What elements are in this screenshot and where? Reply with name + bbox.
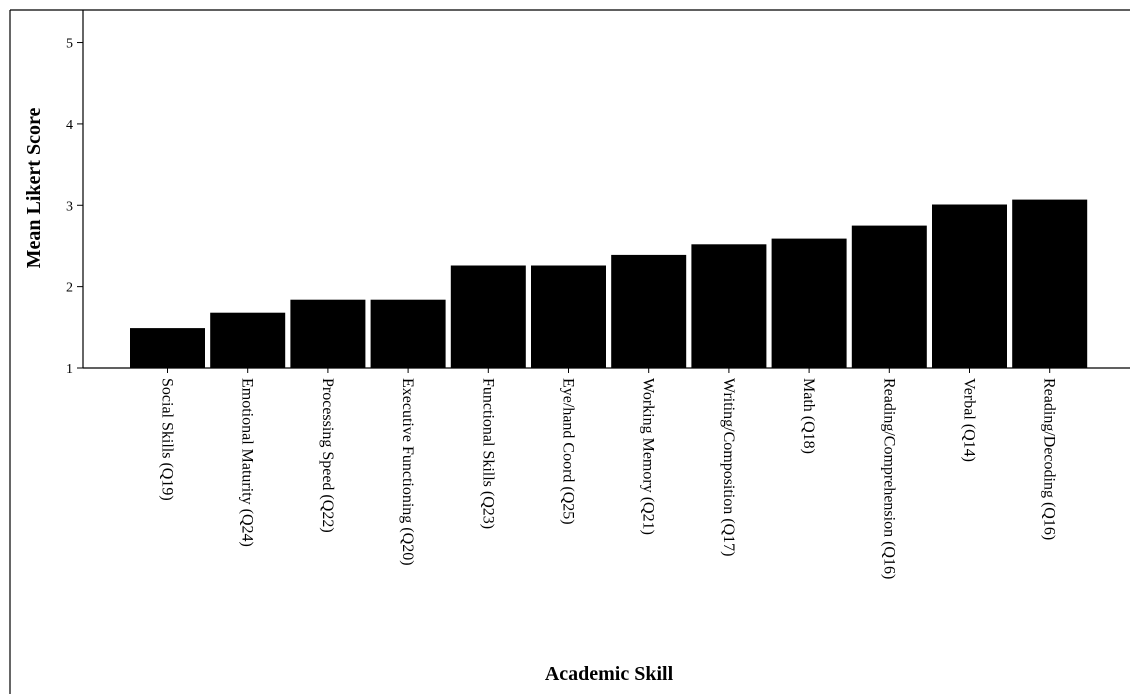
x-tick-label-8: Writing/Composition (Q17)	[720, 378, 737, 556]
x-tick-label-2: Emotional Maturity (Q24)	[239, 378, 256, 547]
axes-layer	[9, 9, 1130, 694]
x-tick-label-7: Working Memory (Q21)	[640, 378, 657, 535]
x-tick-label-5: Functional Skills (Q23)	[479, 378, 496, 529]
bar-8	[691, 244, 767, 368]
y-ticks-layer: 1 2 3 4 5	[66, 37, 83, 377]
y-tick-label-5: 5	[66, 37, 73, 52]
bar-3	[290, 299, 366, 368]
bar-1	[130, 328, 205, 368]
y-axis-title: Mean Likert Score	[23, 108, 45, 269]
bars-layer	[130, 199, 1088, 368]
bar-12	[1012, 199, 1088, 368]
bar-7	[611, 254, 687, 368]
x-tick-label-10: Reading/Comprehension (Q16)	[880, 378, 897, 579]
x-labels-layer: Social Skills (Q19) Emotional Maturity (Q…	[159, 368, 1058, 579]
bar-9	[771, 238, 847, 368]
x-tick-label-1: Social Skills (Q19)	[159, 378, 176, 501]
x-tick-label-11: Verbal (Q14)	[961, 378, 978, 462]
x-tick-label-9: Math (Q18)	[800, 378, 817, 454]
bar-4	[370, 299, 446, 368]
y-tick-label-2: 2	[66, 281, 73, 296]
bar-2	[210, 312, 286, 368]
bar-11	[932, 204, 1007, 368]
bar-6	[531, 265, 606, 368]
x-tick-label-3: Processing Speed (Q22)	[319, 378, 336, 533]
x-tick-label-6: Eye/hand Coord (Q25)	[560, 378, 577, 525]
x-axis-title: Academic Skill	[545, 663, 674, 685]
x-tick-label-4: Executive Functioning (Q20)	[399, 378, 416, 566]
x-tick-label-12: Reading/Decoding (Q16)	[1041, 378, 1058, 540]
bar-10	[851, 225, 927, 368]
bar-5	[450, 265, 526, 368]
y-tick-label-3: 3	[66, 199, 73, 214]
y-tick-label-1: 1	[66, 362, 73, 377]
y-tick-label-4: 4	[66, 118, 73, 133]
